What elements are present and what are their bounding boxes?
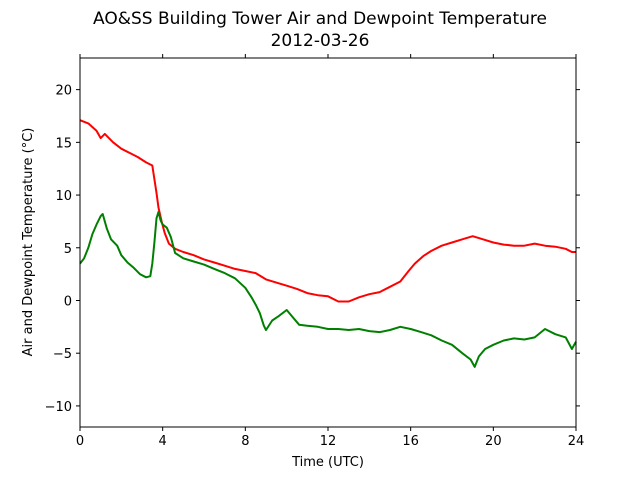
y-axis-label: Air and Dewpoint Temperature (°C): [21, 128, 36, 357]
y-tick-label: 10: [55, 189, 72, 204]
chart-subtitle: 2012-03-26: [271, 31, 370, 51]
y-tick-label: 15: [55, 136, 72, 151]
y-tick-label: −5: [53, 347, 72, 362]
y-tick-label: −10: [45, 400, 72, 415]
x-tick-label: 24: [568, 434, 585, 449]
y-tick-label: 0: [64, 294, 72, 309]
x-tick-label: 4: [159, 434, 167, 449]
series-line-1: [79, 119, 576, 303]
x-tick-label: 0: [76, 434, 84, 449]
y-tick-label: 5: [64, 242, 72, 257]
x-axis-label: Time (UTC): [291, 455, 364, 470]
chart-title: AO&SS Building Tower Air and Dewpoint Te…: [93, 9, 547, 29]
y-axis: −10 −5 0 5 10 15 20: [45, 84, 580, 415]
y-tick-label: 20: [55, 84, 72, 99]
series-line-2: [79, 210, 577, 368]
x-tick-label: 20: [485, 434, 502, 449]
x-tick-label: 12: [320, 434, 337, 449]
x-axis: 0 4 8 12 16 20 24: [76, 54, 584, 449]
x-tick-label: 8: [241, 434, 249, 449]
plot-series: [79, 119, 577, 368]
x-tick-label: 16: [402, 434, 419, 449]
